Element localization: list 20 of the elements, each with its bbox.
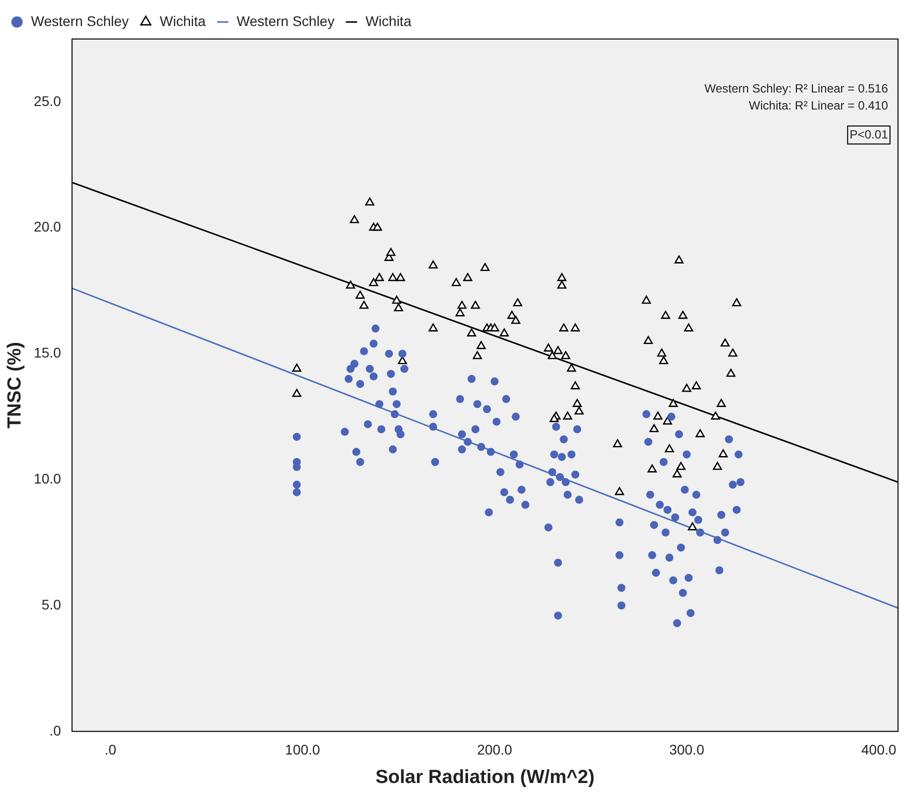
- y-tick-label: 20.0: [34, 218, 62, 235]
- x-axis-title: Solar Radiation (W/m^2): [375, 766, 595, 788]
- y-tick-label: 25.0: [34, 92, 62, 109]
- y-axis-title: TNSC (%): [4, 342, 26, 428]
- legend-label: Western Schley: [31, 12, 129, 29]
- y-tick-label: 15.0: [34, 344, 62, 361]
- x-tick-label: 300.0: [669, 742, 704, 758]
- legend-label: Western Schley: [236, 12, 334, 29]
- x-tick-label: 100.0: [285, 742, 320, 758]
- x-tick-label: 200.0: [477, 742, 512, 758]
- annotation: Wichita: R² Linear = 0.410: [748, 98, 888, 112]
- legend-label: Wichita: [160, 12, 206, 29]
- y-tick-label: 5.0: [42, 596, 62, 612]
- y-tick-label: .0: [49, 722, 62, 738]
- x-tick-label: 400.0: [861, 742, 897, 758]
- annotation: Western Schley: R² Linear = 0.516: [704, 81, 888, 96]
- annotation: P<0.01: [850, 127, 888, 142]
- x-tick-label: .0: [104, 742, 117, 758]
- legend-label: Wichita: [365, 12, 412, 29]
- y-tick-label: 10.0: [34, 470, 62, 486]
